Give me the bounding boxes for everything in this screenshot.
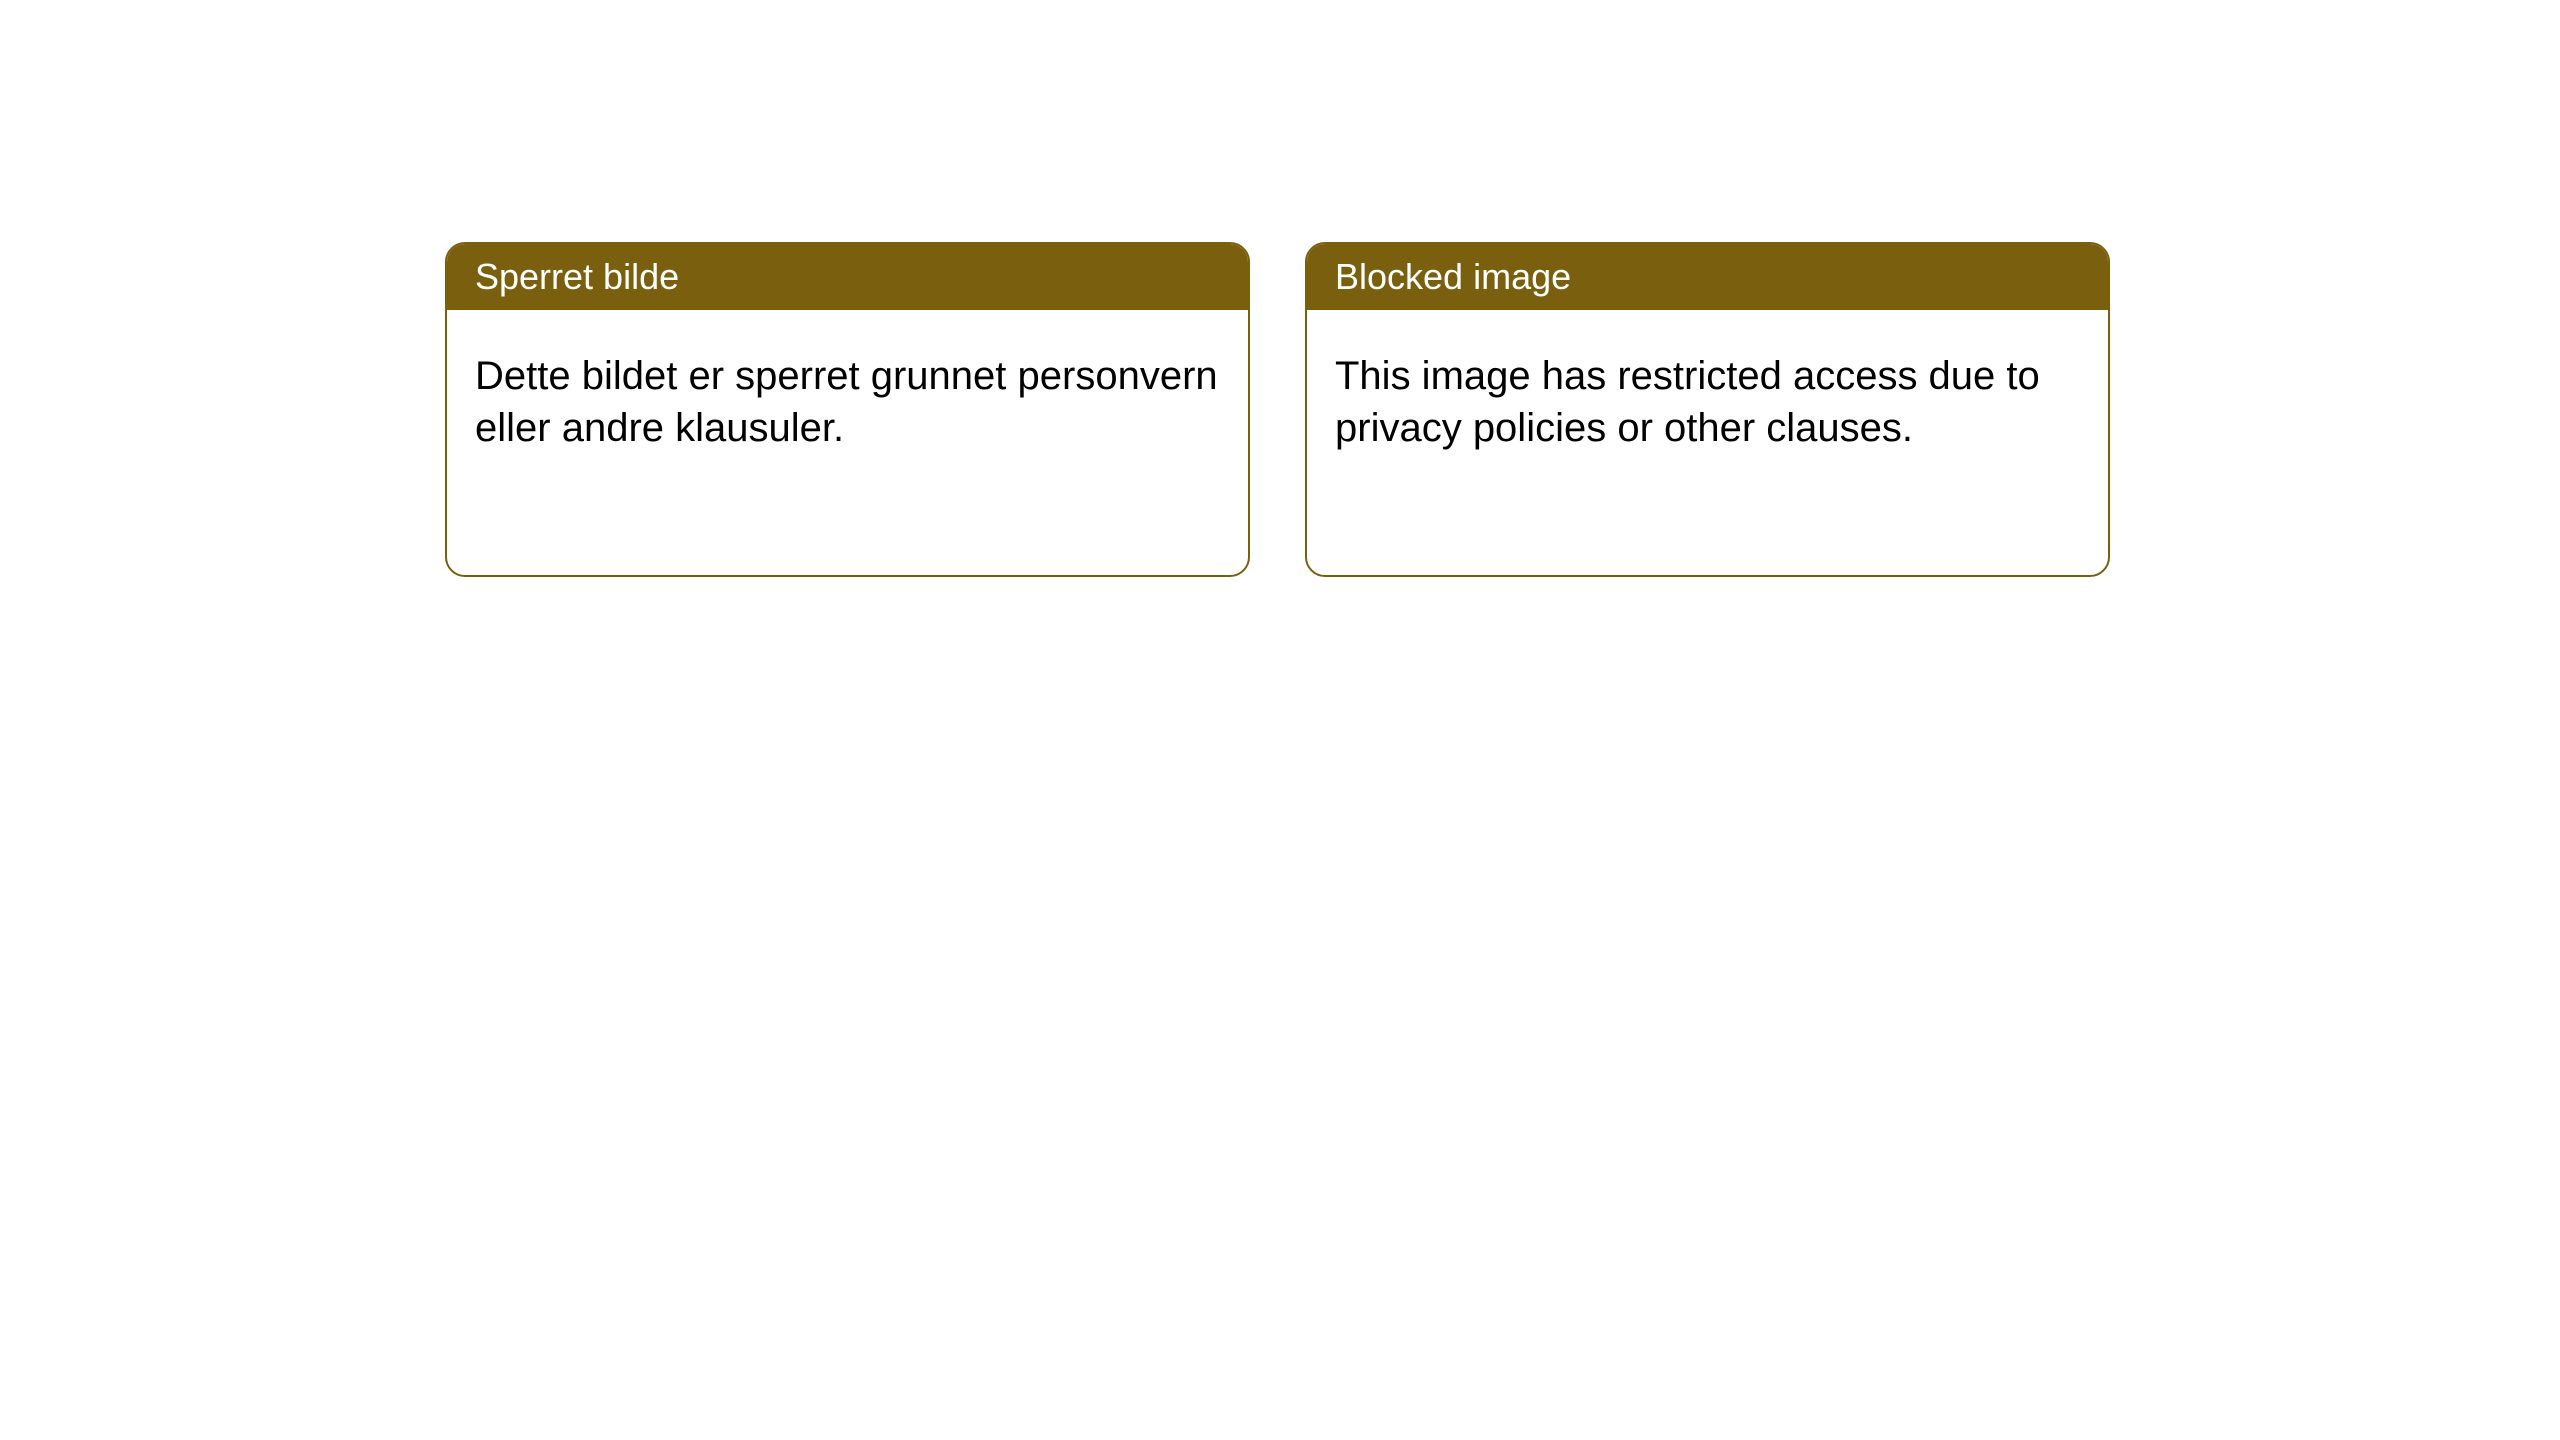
notice-card-body: Dette bildet er sperret grunnet personve… bbox=[447, 310, 1248, 494]
notice-card-title: Sperret bilde bbox=[475, 256, 679, 297]
notice-card-english: Blocked image This image has restricted … bbox=[1305, 242, 2110, 577]
notice-card-text: This image has restricted access due to … bbox=[1335, 354, 2040, 450]
notice-card-text: Dette bildet er sperret grunnet personve… bbox=[475, 354, 1218, 450]
notice-card-header: Sperret bilde bbox=[447, 244, 1248, 310]
notice-card-body: This image has restricted access due to … bbox=[1307, 310, 2108, 494]
notice-card-norwegian: Sperret bilde Dette bildet er sperret gr… bbox=[445, 242, 1250, 577]
notice-card-title: Blocked image bbox=[1335, 256, 1571, 297]
notice-card-header: Blocked image bbox=[1307, 244, 2108, 310]
notice-cards-container: Sperret bilde Dette bildet er sperret gr… bbox=[445, 242, 2110, 577]
